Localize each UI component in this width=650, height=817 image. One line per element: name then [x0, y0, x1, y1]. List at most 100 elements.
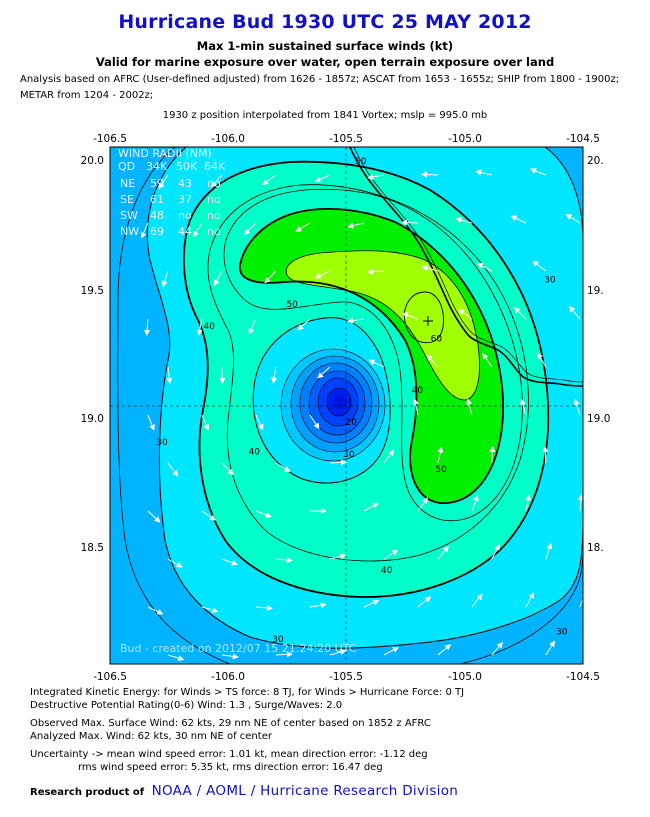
wind-vector-34 — [513, 306, 527, 320]
max-wind-marker — [423, 316, 433, 326]
x-tick-bottom-5: -104.5 — [566, 671, 600, 683]
plot-frame — [109, 146, 584, 665]
wind-vector-20 — [264, 270, 277, 284]
analysis-sources-line2: METAR from 1204 - 2002z; — [20, 90, 154, 101]
wind-radii-nw-50k: 44 — [178, 225, 192, 238]
y-tick-left-2: 19.5 — [81, 285, 104, 297]
x-tick-top-5: -104.5 — [566, 133, 600, 145]
wind-radii-se-64k: no — [207, 193, 221, 206]
wind-vectors — [140, 167, 607, 661]
wind-vector-28 — [196, 318, 203, 336]
wind-vector-71 — [167, 558, 183, 568]
wind-vector-61 — [598, 447, 600, 463]
x-tick-top-3: -105.5 — [329, 133, 363, 145]
wind-radii-nw-34k: 69 — [150, 225, 164, 238]
wind-vector-19 — [213, 270, 223, 286]
wind-radii-sw-50k: no — [178, 209, 192, 222]
wind-vector-18 — [161, 270, 169, 288]
wind-vector-3 — [314, 174, 331, 183]
wind-band-above-60 — [286, 250, 480, 400]
wind-vector-51 — [519, 398, 527, 416]
contour-label-2: 50 — [286, 300, 298, 310]
wind-vector-42 — [482, 352, 493, 368]
y-tick-right-3: 19.0 — [587, 413, 610, 425]
wind-vector-97 — [600, 641, 607, 656]
contour-30 — [146, 147, 583, 649]
subtitle-variable: Max 1-min sustained surface winds (kt) — [196, 39, 454, 53]
contour-label-12: 30 — [556, 628, 568, 638]
uncertainty-line2: rms wind speed error: 5.35 kt, rms direc… — [78, 762, 383, 773]
wind-vector-60 — [542, 446, 549, 464]
wind-vector-94 — [437, 644, 452, 656]
uncertainty-line1: Uncertainty -> mean wind speed error: 1.… — [30, 749, 428, 760]
wind-vector-24 — [476, 263, 493, 272]
wind-radii-sw-64k: no — [207, 209, 221, 222]
wind-vector-36 — [166, 366, 173, 384]
wind-vector-46 — [201, 414, 209, 431]
wind-vector-83 — [309, 602, 327, 609]
wind-vector-11 — [243, 222, 257, 236]
contour-label-7: 20 — [345, 418, 357, 428]
contour-outer-se — [459, 539, 583, 664]
coastline — [349, 147, 583, 387]
wind-radii-se-34k: 61 — [150, 193, 164, 206]
wind-vector-33 — [458, 309, 473, 320]
wind-vector-59 — [489, 446, 496, 464]
contour-label-13: 30 — [272, 635, 284, 645]
wind-vector-72 — [221, 558, 238, 566]
wind-vector-48 — [309, 414, 320, 430]
wind-vector-63 — [201, 510, 216, 521]
wind-vector-25 — [532, 260, 547, 272]
contour-label-0: 50 — [355, 157, 367, 167]
y-tick-left-4: 18.5 — [81, 542, 104, 554]
wind-radii-ne-34k: 59 — [150, 177, 164, 190]
wind-vector-40 — [368, 359, 385, 368]
wind-vector-68 — [471, 495, 479, 512]
wind-vector-74 — [329, 553, 347, 560]
x-tick-top-1: -106.5 — [93, 133, 127, 145]
wind-vector-86 — [471, 593, 483, 608]
wind-vector-78 — [545, 542, 553, 560]
y-axis-right: 20. 19. 19.0 18. — [587, 155, 610, 554]
wind-vector-47 — [255, 414, 264, 431]
wind-vector-26 — [588, 260, 600, 271]
wind-vector-22 — [367, 268, 384, 275]
y-tick-right-1: 20. — [587, 155, 604, 167]
wind-vector-91 — [275, 651, 293, 658]
wind-vector-38 — [271, 366, 278, 384]
wind-radii-ne-64k: no — [207, 177, 221, 190]
wind-vector-96 — [545, 640, 555, 656]
x-tick-bottom-3: -105.5 — [329, 671, 363, 683]
contour-label-5: 40 — [412, 386, 424, 396]
wind-vector-76 — [437, 545, 449, 560]
x-axis-top: -106.5 -106.0 -105.5 -105.0 -104.5 — [93, 133, 600, 145]
wind-vector-7 — [530, 168, 547, 176]
wind-vector-29 — [248, 318, 257, 335]
wind-vector-70 — [577, 494, 583, 512]
contour-inner-35 — [207, 184, 529, 562]
wind-vector-49 — [412, 398, 419, 416]
wind-vector-8 — [586, 167, 600, 175]
wind-vector-67 — [417, 497, 429, 512]
wind-vector-30 — [297, 318, 311, 331]
contour-label-8: 30 — [343, 450, 355, 460]
wind-vector-77 — [491, 543, 500, 560]
wind-vector-16 — [510, 215, 527, 224]
wind-vector-21 — [314, 270, 331, 279]
wind-radii-col-64k: 64K — [204, 160, 226, 173]
wind-vector-52 — [573, 398, 581, 416]
wind-vector-9 — [140, 222, 149, 239]
y-axis-left: 20.0 19.5 19.0 18.5 — [81, 155, 104, 554]
contour-label-10: 50 — [435, 465, 447, 475]
wind-vector-12 — [295, 222, 311, 232]
page-title: Hurricane Bud 1930 UTC 25 MAY 2012 — [118, 11, 532, 33]
y-tick-right-4: 18. — [587, 542, 604, 554]
wind-vector-1 — [210, 174, 223, 188]
contour-label-9: 30 — [156, 438, 168, 448]
contour-60 — [403, 291, 444, 344]
contour-label-6: 40 — [249, 448, 261, 458]
wind-radii-header: WIND RADII (NM) — [118, 147, 212, 160]
hrd-credit-link[interactable]: NOAA / AOML / Hurricane Research Divisio… — [151, 783, 459, 799]
wind-vector-81 — [201, 606, 219, 613]
wind-vector-2 — [262, 174, 277, 186]
